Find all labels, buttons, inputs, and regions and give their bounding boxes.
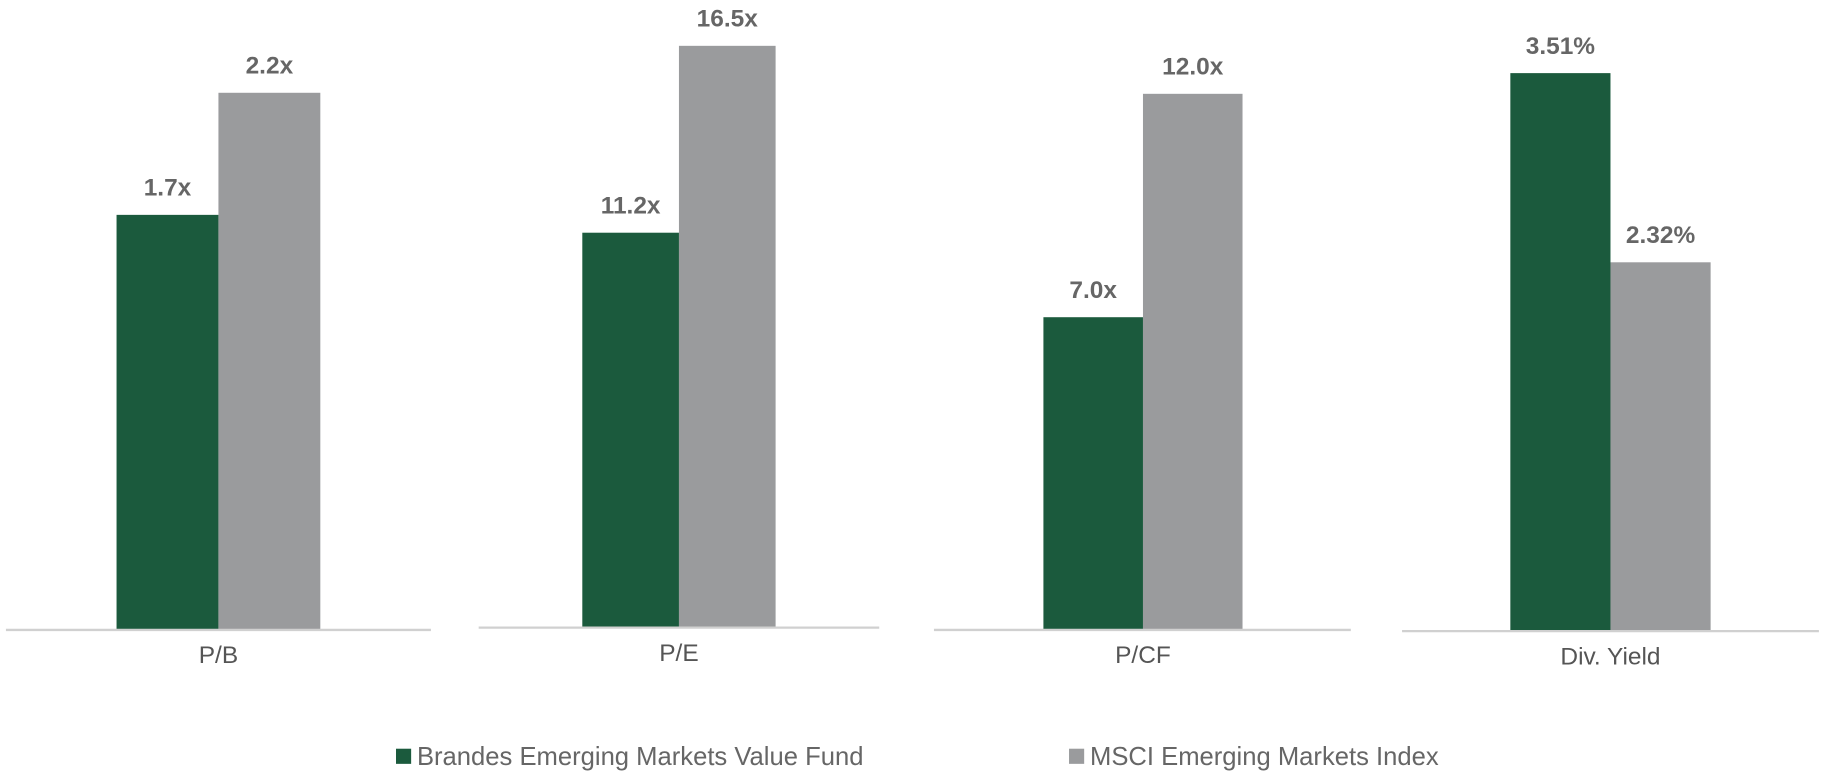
value-label: 7.0x — [1069, 277, 1117, 304]
bar — [1510, 73, 1611, 632]
bar — [218, 92, 321, 630]
x-tick-label: P/CF — [1115, 642, 1171, 669]
bar — [582, 232, 679, 628]
value-label: 16.5x — [697, 6, 759, 33]
legend-label: Brandes Emerging Markets Value Fund — [417, 743, 864, 771]
value-label: 12.0x — [1162, 54, 1224, 81]
legend-swatch — [396, 748, 412, 764]
value-label: 1.7x — [144, 175, 192, 202]
bar — [116, 214, 219, 630]
value-label: 2.2x — [246, 53, 294, 80]
bar — [678, 45, 776, 628]
value-label: 11.2x — [601, 193, 661, 220]
bar — [1043, 317, 1143, 630]
legend-label: MSCI Emerging Markets Index — [1090, 743, 1439, 771]
x-tick-label: Div. Yield — [1560, 643, 1660, 670]
x-tick-label: P/B — [199, 642, 238, 669]
bar — [1142, 93, 1243, 630]
x-tick-label: P/E — [659, 640, 698, 667]
value-label: 3.51% — [1526, 33, 1596, 60]
value-label: 2.32% — [1626, 222, 1696, 249]
legend-swatch — [1069, 748, 1085, 764]
bar — [1610, 262, 1711, 632]
